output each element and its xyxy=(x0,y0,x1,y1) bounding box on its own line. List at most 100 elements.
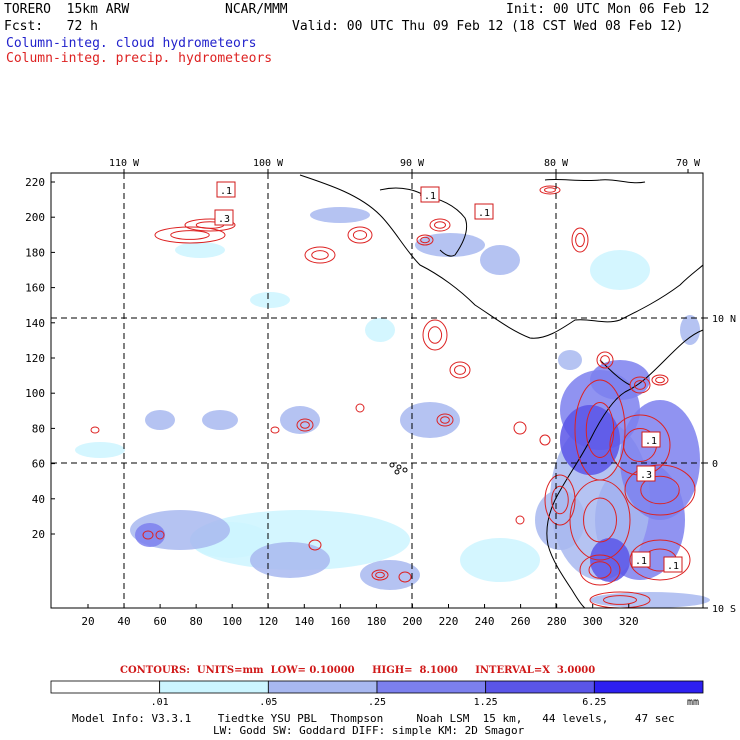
x-tick-label: 120 xyxy=(258,615,278,628)
contour-label-box xyxy=(631,551,651,568)
precip-contour xyxy=(347,226,373,244)
contour-label-box xyxy=(641,431,661,448)
x-tick-label: 280 xyxy=(547,615,567,628)
x-tick-label: 20 xyxy=(81,615,94,628)
contour-label: .1 xyxy=(478,208,490,219)
precip-contour xyxy=(629,539,691,581)
precip-contour xyxy=(308,539,322,551)
contour-label: .1 xyxy=(645,436,657,447)
colorbar-label: .01 xyxy=(151,697,169,708)
cloud-blob xyxy=(135,523,165,547)
y-tick-label: 120 xyxy=(25,352,45,365)
map-frame xyxy=(50,172,704,609)
x-tick-label: 200 xyxy=(403,615,423,628)
cloud-blob xyxy=(620,400,700,520)
colorbar-label: .25 xyxy=(368,697,386,708)
cloud-blob xyxy=(400,402,460,438)
precip-contour-inner xyxy=(640,475,680,505)
contour-label: .1 xyxy=(635,556,647,567)
precip-contour xyxy=(355,403,365,413)
colorbar: .01 .05 .25 1.25 6.25 mm xyxy=(50,680,704,708)
precip-contour xyxy=(304,246,336,264)
precip-contour-inner xyxy=(600,355,610,365)
precip-contour xyxy=(436,413,454,427)
x-tick-label: 160 xyxy=(330,615,350,628)
colorbar-segment xyxy=(50,680,161,694)
x-tick-label: 140 xyxy=(294,615,314,628)
contour-label-box xyxy=(636,465,656,482)
y-tick-label: 80 xyxy=(32,422,45,435)
x-tick-label: 320 xyxy=(619,615,639,628)
precip-contour xyxy=(569,479,631,561)
precip-contour-inner xyxy=(434,221,446,229)
cloud-hydrometeor-fill xyxy=(75,207,710,608)
colorbar-segment xyxy=(267,680,378,694)
cloud-blob xyxy=(558,350,582,370)
y-tick-label: 40 xyxy=(32,493,45,506)
colorbar-label: 6.25 xyxy=(582,697,606,708)
colorbar-segment xyxy=(485,680,595,694)
lon-label: 90 W xyxy=(400,158,425,169)
coastline-segment xyxy=(544,178,646,184)
contour-label: .1 xyxy=(220,186,232,197)
cloud-blob xyxy=(175,242,225,258)
field-precip-label: Column-integ. precip. hydrometeors xyxy=(6,51,273,66)
contour-label: .1 xyxy=(667,561,679,572)
cloud-blob xyxy=(145,410,175,430)
precip-contour xyxy=(429,218,451,232)
precip-contour-inner xyxy=(420,236,430,244)
precip-contour xyxy=(142,530,154,540)
x-tick-label: 300 xyxy=(583,615,603,628)
cloud-blob xyxy=(310,207,370,223)
cloud-blob xyxy=(480,245,520,275)
contour-label: .3 xyxy=(218,214,230,225)
init-time: Init: 00 UTC Mon 06 Feb 12 xyxy=(506,2,710,17)
precip-contour xyxy=(371,569,389,581)
precip-contour xyxy=(515,515,525,525)
y-tick-label: 180 xyxy=(25,246,45,259)
precip-contour-inner xyxy=(655,376,665,384)
model-info-line2: LW: Godd SW: Goddard DIFF: simple KM: 2D… xyxy=(213,724,525,737)
precip-contour xyxy=(624,464,696,516)
contour-label-box xyxy=(216,181,236,198)
field-cloud-label: Column-integ. cloud hydrometeors xyxy=(6,36,257,51)
island xyxy=(389,462,395,468)
precip-contour xyxy=(571,227,589,253)
contour-label-box xyxy=(420,186,440,203)
precip-contour xyxy=(539,185,561,195)
contour-label-box xyxy=(214,209,234,226)
contour-info: CONTOURS: UNITS=mm LOW= 0.10000 HIGH= 8.… xyxy=(120,665,595,676)
precip-contour-inner xyxy=(352,230,368,240)
lat-label: 10 N xyxy=(712,314,736,325)
y-tick-label: 220 xyxy=(25,176,45,189)
precip-contour-inner xyxy=(454,365,466,375)
contour-label: .3 xyxy=(640,470,652,481)
cloud-blob xyxy=(250,292,290,308)
colorbar-segment xyxy=(159,680,269,694)
precip-contour xyxy=(544,474,576,526)
lat-label: 10 S xyxy=(712,604,736,615)
cloud-blob xyxy=(535,490,585,550)
precip-contour xyxy=(154,226,226,244)
precip-contour-inner xyxy=(311,250,329,260)
precip-contour-inner xyxy=(634,380,646,390)
y-tick-label: 100 xyxy=(25,387,45,400)
valid-time: Valid: 00 UTC Thu 09 Feb 12 (18 CST Wed … xyxy=(292,19,684,34)
lon-label: 70 W xyxy=(676,158,701,169)
lon-label: 110 W xyxy=(109,158,140,169)
precip-contour xyxy=(155,530,165,540)
colorbar-label: 1.25 xyxy=(474,697,498,708)
precip-contour xyxy=(270,426,280,434)
coastline xyxy=(299,174,704,609)
coastline-segment xyxy=(419,194,468,257)
precip-contour-inner xyxy=(583,497,617,543)
y-tick-label: 20 xyxy=(32,528,45,541)
precip-contour-inner xyxy=(551,485,569,515)
precip-contour-inner xyxy=(575,232,585,248)
y-tick-label: 140 xyxy=(25,317,45,330)
lon-label: 100 W xyxy=(253,158,284,169)
precip-contour-inner xyxy=(375,571,385,579)
precip-contour xyxy=(539,434,551,446)
contour-labels: .1 .3 .1 .1 .1 .3 .1 .1 xyxy=(214,181,683,573)
